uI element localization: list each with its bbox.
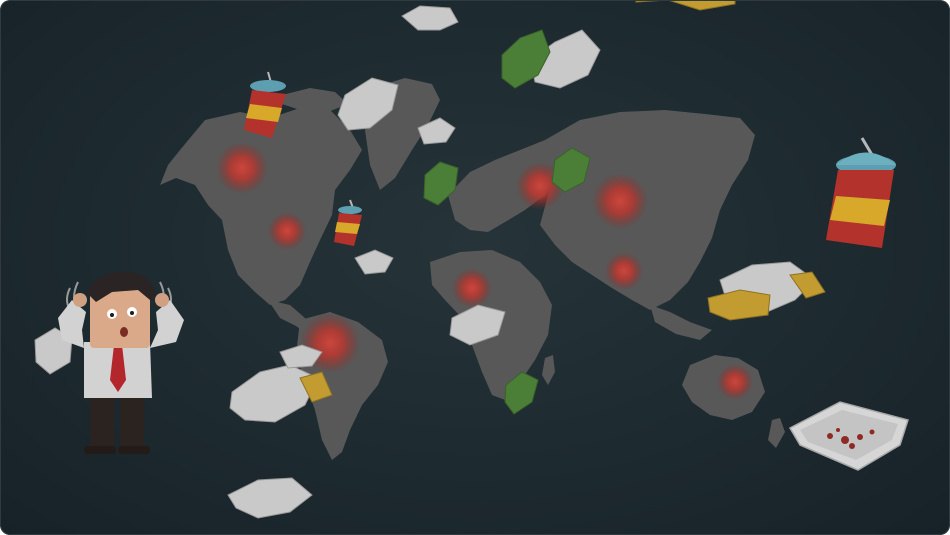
food-tray-icon <box>788 401 909 471</box>
continent-new-zealand <box>768 418 785 448</box>
continent-europe <box>448 140 560 232</box>
plastic-bag-icon <box>449 304 506 346</box>
hotspot-west-africa <box>452 268 492 308</box>
hotspot-australia <box>717 364 753 400</box>
plastic-bag-icon <box>354 249 394 275</box>
continent-north-america <box>160 108 362 305</box>
hotspot-india <box>605 252 643 290</box>
plastic-cup-atlantic <box>334 199 362 246</box>
plastic-bag-icon <box>229 364 319 423</box>
green-bag-icon <box>504 371 539 415</box>
continent-asia <box>540 110 755 310</box>
wrappers <box>299 0 826 403</box>
green-bag-icon <box>423 161 459 206</box>
plastic-cup-large <box>826 137 896 248</box>
green-plastic-bags <box>423 29 591 415</box>
wrapper-icon <box>635 0 736 11</box>
wrapper-icon <box>789 271 826 299</box>
hotspot-europe <box>516 162 564 210</box>
continent-madagascar <box>542 355 555 385</box>
plastic-bag-icon <box>337 77 399 131</box>
worried-man-icon <box>58 271 184 454</box>
plastic-bag-icon <box>279 344 323 369</box>
wrapper-icon <box>299 371 333 403</box>
plastic-bags <box>34 5 816 519</box>
pollution-hotspots <box>216 142 753 400</box>
plastic-cup-canada <box>244 71 286 138</box>
wrapper-icon <box>707 289 771 321</box>
continent-southeast-asia <box>650 305 712 340</box>
green-bag-icon <box>501 29 551 89</box>
green-bag-icon <box>551 147 591 193</box>
plastic-bag-icon <box>401 5 459 31</box>
hotspot-usa <box>268 212 306 250</box>
hotspot-canada <box>216 142 268 194</box>
plastic-bag-icon <box>227 477 313 519</box>
plastic-bag-icon <box>529 29 601 89</box>
plastic-bag-icon <box>417 117 456 145</box>
continent-arctic-islands <box>282 88 348 112</box>
hotspot-russia <box>592 173 648 229</box>
